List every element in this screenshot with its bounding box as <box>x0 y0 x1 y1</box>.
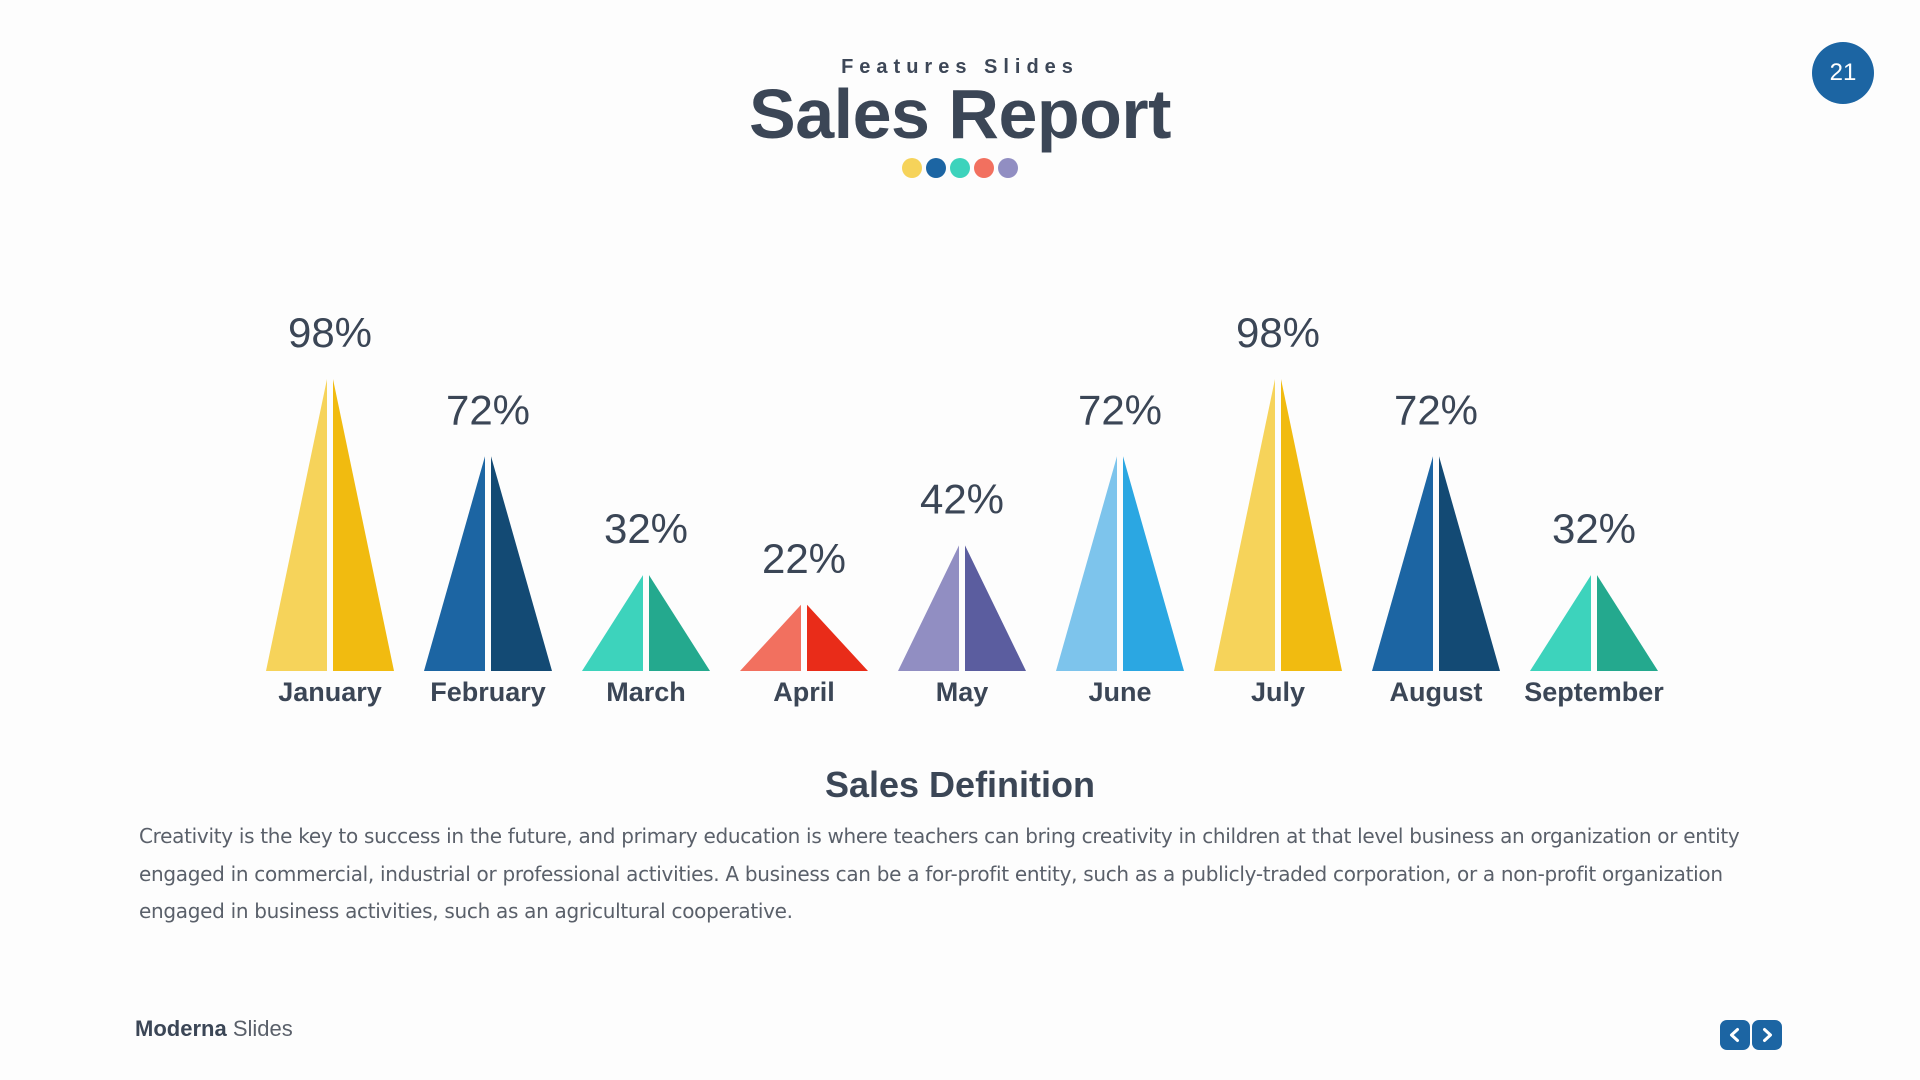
data-label: 72% <box>446 386 530 433</box>
bar-left-half <box>266 379 327 671</box>
bar-july: 98% July <box>1214 309 1342 707</box>
definition-text: Creativity is the key to success in the … <box>139 824 1740 923</box>
bar-left-half <box>1214 379 1275 671</box>
bar-right-half <box>807 604 868 671</box>
bar-right-half <box>1123 456 1184 671</box>
category-label: June <box>1088 677 1151 707</box>
data-label: 32% <box>1552 505 1636 552</box>
bar-left-half <box>1056 456 1117 671</box>
category-label: March <box>606 677 686 707</box>
bar-august: 72% August <box>1372 386 1500 707</box>
chevron-right-icon <box>1763 1028 1772 1042</box>
color-dot-purple <box>998 158 1018 178</box>
bar-left-half <box>1530 575 1591 671</box>
bar-september: 32% September <box>1524 505 1664 707</box>
footer-brand: Moderna Slides <box>135 1016 293 1042</box>
category-label: April <box>773 677 835 707</box>
color-dot-red <box>974 158 994 178</box>
category-label: January <box>278 677 382 707</box>
data-label: 98% <box>288 309 372 356</box>
bar-left-half <box>898 545 959 671</box>
category-label: February <box>430 677 546 707</box>
category-label: September <box>1524 677 1664 707</box>
bar-right-half <box>1281 379 1342 671</box>
category-label: July <box>1251 677 1305 707</box>
bar-right-half <box>1597 575 1658 671</box>
bar-left-half <box>1372 456 1433 671</box>
bar-april: 22% April <box>740 535 868 707</box>
color-dot-teal <box>950 158 970 178</box>
brand-name-bold: Moderna <box>135 1016 227 1041</box>
data-label: 72% <box>1078 386 1162 433</box>
color-dot-yellow <box>902 158 922 178</box>
bar-right-half <box>333 379 394 671</box>
bar-left-half <box>582 575 643 671</box>
data-label: 72% <box>1394 386 1478 433</box>
bar-june: 72% June <box>1056 386 1184 707</box>
previous-slide-button[interactable] <box>1720 1020 1750 1050</box>
bar-right-half <box>491 456 552 671</box>
slide-title: Sales Report <box>749 75 1171 153</box>
section-heading: Sales Definition <box>824 764 1096 805</box>
bar-february: 72% February <box>424 386 552 707</box>
data-label: 32% <box>604 505 688 552</box>
bar-right-half <box>965 545 1026 671</box>
chevron-left-icon <box>1730 1028 1739 1042</box>
bar-left-half <box>424 456 485 671</box>
data-label: 98% <box>1236 309 1320 356</box>
brand-name-light: Slides <box>232 1016 293 1041</box>
data-label: 42% <box>920 475 1004 522</box>
next-slide-button[interactable] <box>1752 1020 1782 1050</box>
slide-subtitle: Features Slides <box>841 56 1079 78</box>
bar-may: 42% May <box>898 475 1026 707</box>
data-label: 22% <box>762 535 846 582</box>
bar-right-half <box>649 575 710 671</box>
category-label: May <box>936 677 989 707</box>
bar-january: 98% January <box>266 309 394 707</box>
color-dots <box>0 158 1920 178</box>
sales-chart: 98% January 72% February 32% March 22% April 42%… <box>266 309 1664 707</box>
bar-march: 32% March <box>582 505 710 707</box>
bar-left-half <box>740 604 801 671</box>
page-number-badge: 21 <box>1812 42 1874 104</box>
category-label: August <box>1390 677 1483 707</box>
bar-right-half <box>1439 456 1500 671</box>
color-dot-blue <box>926 158 946 178</box>
